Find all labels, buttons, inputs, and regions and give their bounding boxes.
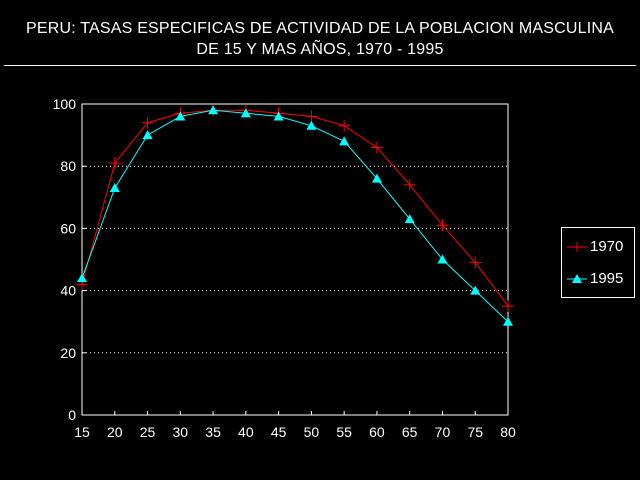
- data-point-1995: [273, 111, 284, 121]
- plot-area-frame: [81, 103, 509, 416]
- data-point-1995: [208, 105, 219, 115]
- legend-marker-triangle-icon: [567, 274, 587, 283]
- x-tick-label: 80: [500, 424, 516, 440]
- data-point-1995: [470, 285, 481, 295]
- legend-marker-plus-icon: [567, 242, 587, 252]
- x-tick-label: 40: [238, 424, 254, 440]
- data-point-1995: [404, 214, 415, 224]
- y-tick-label: 40: [60, 283, 76, 299]
- data-point-1970: [370, 141, 383, 154]
- x-tick-label: 60: [369, 424, 385, 440]
- x-tick-label: 45: [271, 424, 287, 440]
- x-tick-label: 75: [467, 424, 483, 440]
- data-point-1970: [403, 178, 416, 191]
- data-point-1970: [436, 219, 449, 232]
- chart-title: PERU: TASAS ESPECIFICAS DE ACTIVIDAD DE …: [26, 20, 614, 37]
- x-tick-label: 30: [173, 424, 189, 440]
- x-tick-label: 70: [435, 424, 451, 440]
- legend-item-1970: 1970: [562, 237, 636, 257]
- data-point-1970: [469, 256, 482, 269]
- y-tick-label: 100: [53, 96, 77, 112]
- chart-title-block: PERU: TASAS ESPECIFICAS DE ACTIVIDAD DE …: [0, 18, 640, 60]
- x-tick-label: 25: [140, 424, 156, 440]
- series-1970: [76, 104, 514, 313]
- data-point-1995: [77, 273, 87, 283]
- axis-tick-labels: 0 20 40 60 80 100 15 20 25 30 35 40 45 50 55 60 65 70 75 80: [53, 96, 516, 440]
- legend-label-1995: 1995: [590, 270, 624, 287]
- data-point-1995: [109, 182, 120, 192]
- data-point-1970: [338, 119, 351, 132]
- x-tick-label: 55: [336, 424, 352, 440]
- data-series: [76, 104, 514, 326]
- y-tick-label: 20: [60, 345, 76, 361]
- y-tick-label: 0: [68, 407, 76, 423]
- y-tick-label: 60: [60, 220, 76, 236]
- data-point-1995: [437, 254, 448, 264]
- data-point-1970: [305, 110, 318, 123]
- x-tick-label: 65: [402, 424, 418, 440]
- x-tick-label: 20: [107, 424, 123, 440]
- data-point-1995: [371, 173, 382, 183]
- x-tick-label: 50: [304, 424, 320, 440]
- data-point-1995: [240, 108, 251, 118]
- chart-legend: 1970 1995: [561, 227, 635, 298]
- x-tick-label: 15: [74, 424, 90, 440]
- chart-subtitle: DE 15 Y MAS AÑOS, 1970 - 1995: [196, 41, 444, 58]
- series-line-1970: [81, 109, 509, 307]
- data-point-1970: [502, 300, 514, 313]
- legend-label-1970: 1970: [590, 238, 624, 255]
- data-point-1995: [503, 316, 513, 326]
- data-point-1970: [141, 116, 154, 129]
- grid-lines: [82, 165, 508, 354]
- data-point-1995: [142, 130, 153, 140]
- x-tick-label: 35: [205, 424, 221, 440]
- title-divider: [4, 65, 636, 66]
- data-point-1995: [306, 120, 317, 130]
- series-line-1995: [81, 109, 509, 323]
- series-1995: [77, 105, 513, 326]
- legend-item-1995: 1995: [562, 269, 636, 289]
- data-point-1970: [108, 157, 121, 170]
- y-tick-label: 80: [60, 158, 76, 174]
- data-point-1995: [339, 136, 350, 146]
- data-point-1995: [175, 111, 186, 121]
